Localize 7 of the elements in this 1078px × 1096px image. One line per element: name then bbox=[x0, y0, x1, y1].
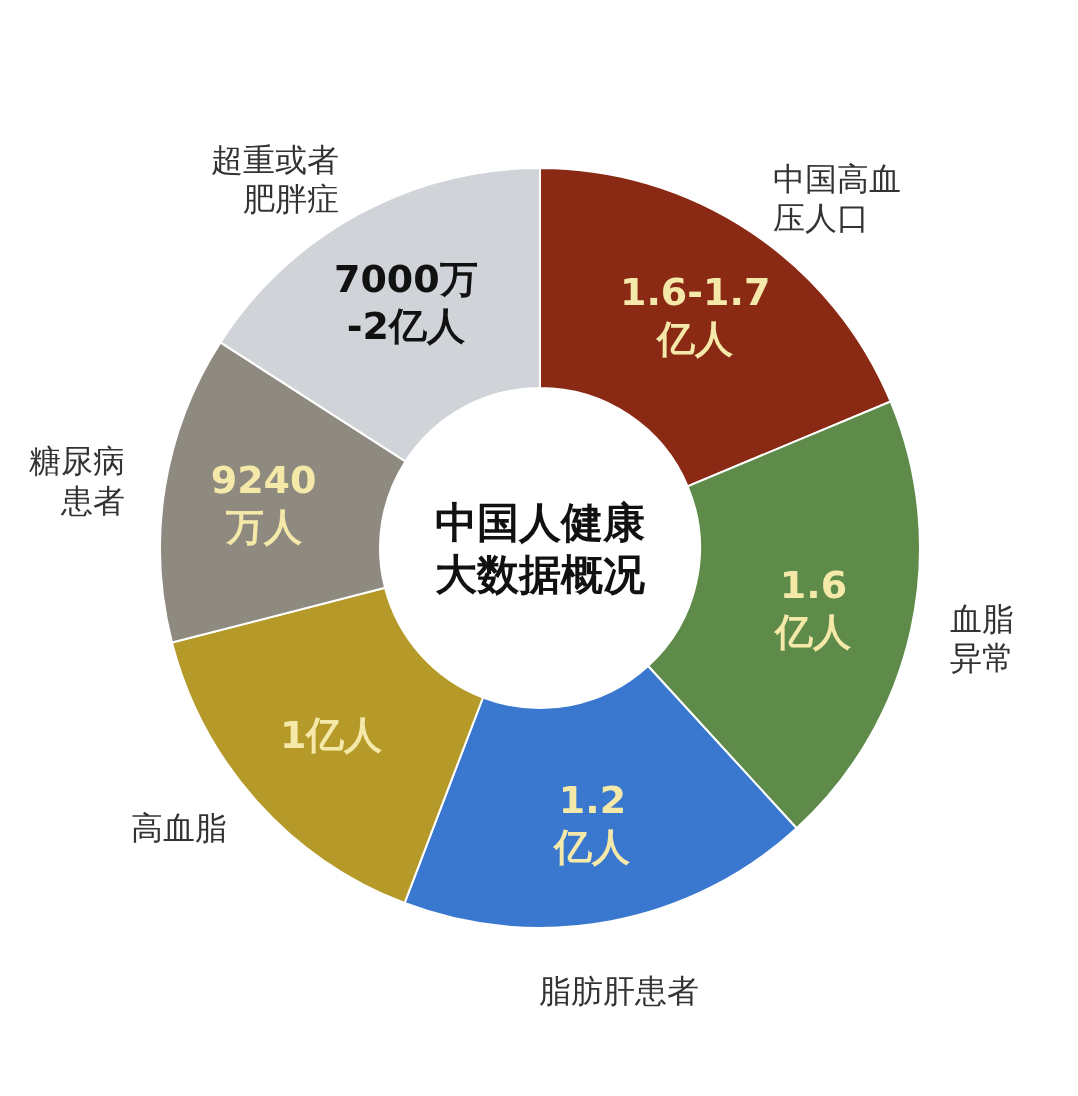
annotation: 7000万 -2亿人 bbox=[334, 256, 478, 349]
annotation: 1.6 亿人 bbox=[775, 562, 852, 655]
annotation: 9240 万人 bbox=[210, 458, 317, 550]
annotation: 1亿人 bbox=[279, 712, 383, 757]
annotation: 1.2 亿人 bbox=[554, 777, 631, 869]
title: 中国人健康大数据概况 bbox=[435, 497, 645, 599]
annotation: 1.6-1.7 亿人 bbox=[620, 269, 771, 361]
